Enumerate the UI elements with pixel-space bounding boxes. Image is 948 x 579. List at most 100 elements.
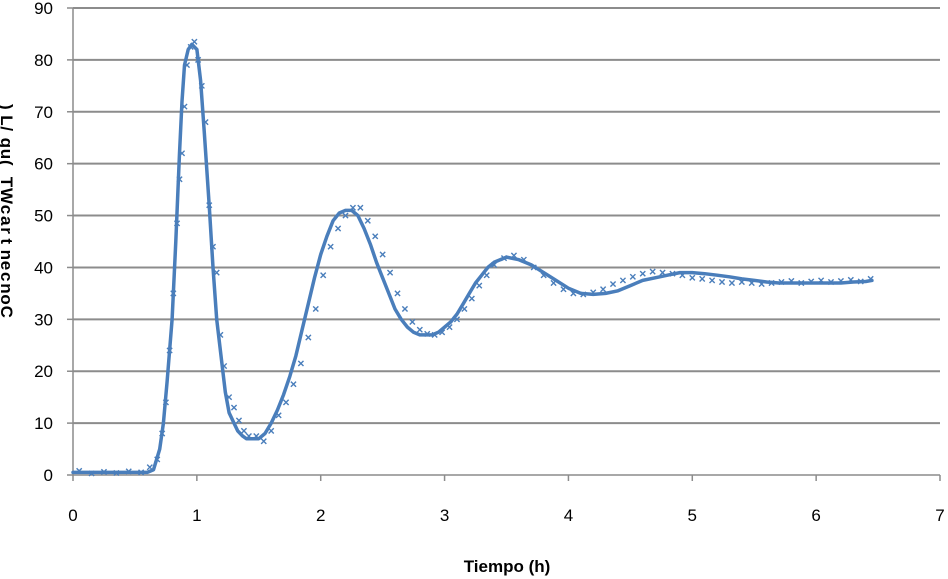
data-point	[183, 61, 191, 69]
data-point	[138, 469, 145, 476]
y-axis-title-glyph: /	[0, 126, 16, 131]
y-tick-label: 50	[34, 207, 53, 226]
data-point	[709, 277, 716, 284]
data-point	[88, 470, 95, 477]
data-point	[312, 305, 319, 313]
data-point	[530, 264, 537, 271]
x-tick-label: 1	[192, 506, 201, 525]
data-point	[334, 225, 342, 232]
data-point	[213, 269, 220, 276]
y-tick-label: 30	[34, 310, 53, 329]
data-point	[461, 305, 468, 313]
data-point	[431, 331, 438, 338]
data-point	[438, 329, 446, 336]
data-point	[364, 217, 371, 224]
data-point	[327, 243, 334, 250]
data-point	[619, 277, 627, 284]
data-point	[305, 334, 312, 341]
data-point	[639, 270, 646, 277]
data-point	[416, 326, 423, 333]
y-tick-label: 0	[44, 466, 53, 485]
y-tick-label: 60	[34, 155, 53, 174]
data-point	[206, 202, 213, 209]
y-tick-label: 20	[34, 362, 53, 381]
data-point	[320, 272, 327, 279]
data-point	[146, 464, 153, 471]
y-axis-title-glyph: a	[0, 216, 16, 226]
data-point	[483, 272, 490, 279]
y-tick-label: 40	[34, 258, 53, 277]
data-point	[162, 399, 169, 406]
data-point	[600, 286, 607, 293]
data-point	[510, 252, 518, 259]
x-tick-labels: 0 1 2 3 4 5 6 7	[68, 506, 944, 525]
data-point	[181, 103, 188, 110]
data-point	[225, 394, 233, 401]
data-point	[818, 277, 825, 284]
y-axis-title-glyph: u	[0, 149, 16, 159]
data-point	[768, 279, 775, 287]
data-point	[221, 362, 228, 370]
data-point	[159, 430, 166, 437]
data-point	[342, 212, 349, 219]
y-tick-label: 70	[34, 103, 53, 122]
y-tick-labels: 0 10 20 30 40 50 60 70 80 90	[34, 0, 53, 485]
data-point	[689, 274, 696, 281]
data-point	[837, 277, 845, 285]
data-point	[609, 280, 617, 288]
x-tick-label: 6	[811, 506, 820, 525]
data-point	[468, 295, 475, 302]
data-point	[170, 290, 177, 297]
y-axis-title-glyph: L	[0, 115, 16, 125]
data-point	[401, 305, 409, 313]
data-point	[173, 220, 181, 227]
data-point	[669, 270, 676, 277]
data-point	[253, 432, 260, 440]
data-point	[728, 279, 736, 287]
data-point	[629, 273, 636, 280]
data-point	[718, 278, 726, 286]
data-point	[590, 289, 597, 296]
data-point	[230, 404, 238, 411]
data-point	[100, 468, 108, 475]
data-point	[235, 417, 243, 424]
data-point	[580, 291, 587, 298]
y-axis-title-glyph: )	[0, 104, 16, 110]
data-point	[738, 278, 745, 286]
data-point	[453, 316, 461, 323]
data-point	[758, 280, 765, 288]
data-point	[209, 243, 217, 250]
x-tick-label: 3	[440, 506, 449, 525]
y-axis-title-glyph: n	[0, 250, 16, 260]
data-point	[202, 119, 209, 126]
y-axis-title-glyph: g	[0, 138, 16, 148]
data-point	[349, 204, 357, 211]
data-point	[178, 150, 186, 157]
data-point	[788, 277, 795, 285]
data-point	[372, 233, 379, 240]
data-point	[570, 290, 577, 297]
y-axis-title-glyph: r	[0, 227, 16, 234]
data-point	[778, 278, 785, 286]
data-point	[76, 467, 83, 474]
y-tick-label: 80	[34, 51, 53, 70]
y-axis-title-glyph: C	[0, 306, 16, 318]
data-point	[166, 347, 173, 354]
data-point	[217, 331, 224, 338]
data-point	[176, 176, 183, 183]
data-point	[748, 279, 755, 287]
data-point	[798, 279, 805, 287]
data-point	[520, 256, 527, 263]
data-point	[125, 468, 132, 475]
data-point	[240, 427, 248, 434]
data-point	[540, 272, 547, 279]
y-axis-title-glyph: c	[0, 272, 16, 281]
data-point	[275, 412, 282, 419]
data-point	[195, 56, 202, 63]
data-point	[699, 275, 706, 282]
data-point	[260, 438, 267, 445]
data-point	[491, 261, 498, 268]
data-point	[191, 38, 198, 45]
y-axis-title-glyph: T	[0, 177, 16, 188]
